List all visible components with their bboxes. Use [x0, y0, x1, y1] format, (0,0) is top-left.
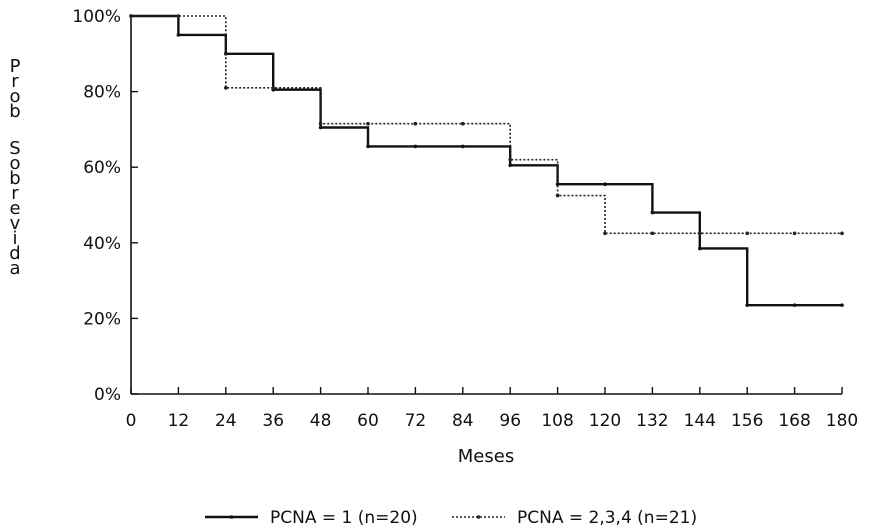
- series-point: [461, 144, 465, 149]
- y-axis-title-letter: b: [9, 101, 20, 122]
- y-axis-title-letter: d: [9, 243, 20, 264]
- series-point: [318, 125, 323, 130]
- x-tick-label: 108: [541, 411, 573, 431]
- series-point: [745, 231, 749, 236]
- legend-marker: [476, 515, 481, 519]
- series-point: [745, 303, 749, 307]
- series-point: [555, 182, 560, 187]
- series-point: [176, 33, 181, 37]
- series-point: [366, 144, 370, 149]
- series-point: [366, 121, 370, 126]
- series-point: [603, 182, 607, 187]
- series-point: [840, 303, 844, 307]
- x-tick-label: 156: [731, 411, 763, 431]
- y-axis-title-letter: e: [9, 198, 20, 219]
- y-axis-title-letter: b: [9, 168, 20, 189]
- series-point: [603, 231, 607, 236]
- y-axis-title-letter: P: [10, 56, 21, 77]
- x-tick-label: 96: [499, 411, 521, 431]
- legend-label: PCNA = 1 (n=20): [270, 508, 418, 528]
- x-tick-label: 84: [452, 411, 474, 431]
- x-tick-label: 48: [310, 411, 332, 431]
- legend-label: PCNA = 2,3,4 (n=21): [517, 508, 697, 528]
- series-point: [508, 157, 512, 162]
- x-tick-label: 36: [262, 411, 284, 431]
- x-axis-title: Meses: [458, 446, 514, 467]
- y-tick-label: 80%: [83, 83, 121, 103]
- series-line-0: [131, 14, 842, 307]
- series-point: [650, 210, 655, 215]
- x-tick-label: 180: [826, 411, 858, 431]
- y-axis-title-letter: S: [9, 138, 20, 159]
- series-point: [224, 86, 228, 90]
- series-point: [176, 14, 181, 18]
- x-tick-label: 132: [636, 411, 668, 431]
- series-point: [461, 121, 465, 126]
- y-axis-title-letter: r: [11, 183, 19, 204]
- series-point: [129, 14, 133, 18]
- series-point: [698, 246, 702, 251]
- y-axis-title-letter: o: [9, 86, 20, 107]
- legend: PCNA = 1 (n=20) PCNA = 2,3,4 (n=21): [205, 508, 697, 528]
- y-tick-label: 100%: [72, 7, 121, 27]
- y-axis-title-letter: v: [10, 213, 21, 234]
- series-point: [698, 231, 702, 236]
- series-point: [271, 86, 276, 90]
- x-tick-label: 0: [126, 411, 137, 431]
- series-line-1: [131, 15, 842, 235]
- series-point: [413, 144, 418, 149]
- x-tick-label: 168: [778, 411, 810, 431]
- series-point: [840, 231, 844, 236]
- series-point: [792, 231, 797, 236]
- series-point: [650, 231, 655, 236]
- y-tick-label: 60%: [83, 158, 121, 178]
- series-point: [318, 121, 323, 126]
- series-point: [508, 163, 512, 168]
- series-point: [792, 303, 797, 307]
- x-tick-label: 120: [589, 411, 621, 431]
- series-point: [413, 121, 418, 126]
- x-tick-label: 144: [684, 411, 716, 431]
- y-axis-title-letter: i: [12, 228, 17, 249]
- legend-marker: [229, 515, 234, 519]
- series-point: [555, 193, 560, 198]
- y-tick-label: 0%: [94, 385, 121, 405]
- x-tick-label: 60: [357, 411, 379, 431]
- y-axis-title-letter: o: [9, 153, 20, 174]
- x-tick-label: 12: [168, 411, 190, 431]
- y-tick-label: 40%: [83, 234, 121, 254]
- y-axis-title-letter: r: [11, 71, 19, 92]
- y-tick-label: 20%: [83, 309, 121, 329]
- x-tick-label: 72: [405, 411, 427, 431]
- y-axis-title-letter: a: [9, 258, 20, 279]
- x-tick-label: 24: [215, 411, 237, 431]
